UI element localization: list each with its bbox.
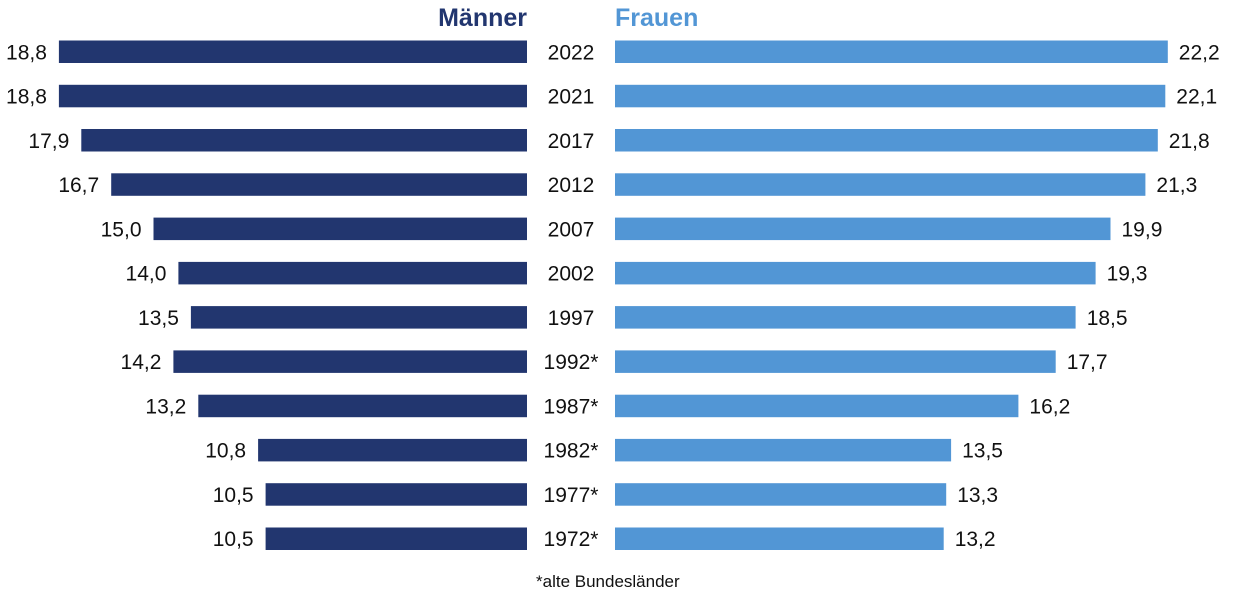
value-label-men: 14,2 <box>121 351 162 374</box>
category-label: 1987* <box>544 395 599 418</box>
category-label: 2012 <box>548 174 595 197</box>
bar-women <box>615 173 1146 196</box>
bar-men <box>178 261 527 285</box>
value-label-women: 19,9 <box>1122 218 1163 241</box>
bar-men <box>265 527 527 550</box>
bar-men <box>111 173 527 196</box>
value-label-women: 16,2 <box>1029 395 1070 418</box>
bar-men <box>190 306 527 329</box>
bar-women <box>615 350 1056 373</box>
category-label: 2021 <box>548 86 595 109</box>
footnote: *alte Bundesländer <box>536 572 680 591</box>
bar-women <box>615 527 944 550</box>
value-label-women: 13,5 <box>962 440 1003 463</box>
men-bars: 18,8 18,8 17,9 16,715,0 14,0 13,5 14,2 13,2 10,8… <box>6 40 528 551</box>
category-label: 1977* <box>544 484 599 507</box>
category-label: 1972* <box>544 528 599 551</box>
bar-women <box>615 217 1111 241</box>
value-label-women: 21,3 <box>1156 174 1197 197</box>
value-label-women: 19,3 <box>1107 263 1148 286</box>
category-label: 1997 <box>548 307 595 330</box>
value-label-women: 17,7 <box>1067 351 1108 374</box>
value-label-men: 18,8 <box>6 86 47 109</box>
value-label-men: 10,5 <box>213 484 254 507</box>
value-label-men: 18,8 <box>6 41 47 64</box>
category-label: 1992* <box>544 351 599 374</box>
value-label-men: 17,9 <box>28 130 69 153</box>
value-label-men: 10,5 <box>213 528 254 551</box>
category-label: 2017 <box>548 130 595 153</box>
value-label-women: 22,1 <box>1176 86 1217 109</box>
bar-men <box>173 350 527 373</box>
value-label-women: 22,2 <box>1179 41 1220 64</box>
bar-men <box>153 217 527 241</box>
year-labels: 2022 2021 2017 2012 2007 2002 1997 1992* 1987* 19… <box>544 41 599 551</box>
bar-men <box>265 483 527 506</box>
bar-women <box>615 306 1076 329</box>
bar-men <box>58 40 528 63</box>
legend-men: Männer <box>438 4 527 32</box>
value-label-women: 18,5 <box>1087 307 1128 330</box>
value-label-women: 13,3 <box>957 484 998 507</box>
category-label: 1982* <box>544 440 599 463</box>
bar-women <box>615 129 1158 152</box>
bar-women <box>615 394 1019 418</box>
bar-women <box>615 40 1168 63</box>
value-label-men: 13,5 <box>138 307 179 330</box>
women-bars: 22,2 22,1 21,8 21,3 19,9 19,3 18,5 17,7 16,2 13,5… <box>615 40 1220 551</box>
value-label-women: 21,8 <box>1169 130 1210 153</box>
value-label-women: 13,2 <box>955 528 996 551</box>
bar-men <box>258 438 527 462</box>
category-label: 2007 <box>548 218 595 241</box>
bar-men <box>198 394 528 418</box>
bar-men <box>58 84 528 108</box>
bar-women <box>615 483 947 506</box>
category-label: 2002 <box>548 263 595 286</box>
bar-women <box>615 261 1096 285</box>
value-label-men: 16,7 <box>58 174 99 197</box>
value-label-men: 10,8 <box>205 440 246 463</box>
category-label: 2022 <box>548 41 595 64</box>
value-label-men: 13,2 <box>145 395 186 418</box>
value-label-men: 15,0 <box>101 218 142 241</box>
bar-women <box>615 438 952 462</box>
value-label-men: 14,0 <box>126 263 167 286</box>
bar-women <box>615 84 1166 108</box>
bar-men <box>81 129 528 152</box>
legend-women: Frauen <box>615 4 698 32</box>
